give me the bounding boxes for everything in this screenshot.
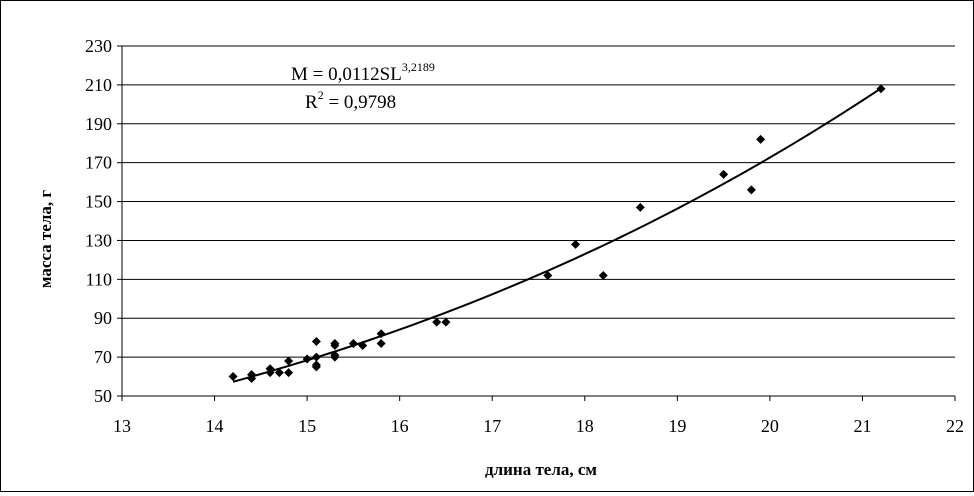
data-point [284,356,294,366]
y-tick-label: 130 [85,230,112,250]
data-point [265,364,275,374]
data-point [330,339,340,348]
axes [117,45,956,401]
y-tick-label: 190 [85,114,112,134]
data-point [348,339,358,348]
data-point [311,337,321,347]
y-tick-label: 90 [94,308,112,328]
y-tick-label: 110 [86,269,112,289]
equation-exponent: 3,2189 [402,60,435,74]
data-point [598,270,608,280]
y-tick-labels: 50 70 90 110 130 150 170 190 210 230 [85,36,112,406]
data-point [376,329,386,339]
trendline-group [232,87,882,383]
data-point [432,317,442,327]
x-tick-label: 17 [483,416,501,436]
y-tick-label: 70 [94,347,112,367]
y-tick-label: 50 [94,386,112,406]
r-squared-exponent: 2 [318,88,324,102]
data-point [441,317,451,327]
data-point [543,270,553,280]
x-tick-label: 15 [298,416,316,436]
x-tick-label: 22 [946,416,964,436]
y-axis-title: масса тела, г [36,190,55,288]
y-tick-label: 230 [85,36,112,56]
data-point [228,372,238,382]
r-squared-main: R [305,92,318,113]
data-point [311,352,321,362]
equation-label: M = 0,0112SL3,2189 [291,60,435,85]
data-point [756,134,766,144]
x-tick-labels: 13 14 15 16 17 18 19 20 21 22 [113,416,964,436]
x-tick-label: 19 [668,416,686,436]
data-point [358,340,368,350]
x-tick-label: 14 [206,416,224,436]
data-point [876,84,886,94]
equation-main: M = 0,0112SL [291,64,402,85]
data-point [719,169,729,179]
x-tick-label: 16 [391,416,409,436]
r-squared-value: = 0,9798 [324,92,396,113]
data-point [330,350,340,360]
y-tick-label: 150 [85,192,112,212]
y-tick-label: 170 [85,153,112,173]
r-squared-label: R2 = 0,9798 [305,88,396,113]
data-points [228,84,886,383]
data-point [376,339,386,348]
data-point [311,360,321,370]
x-tick-label: 20 [761,416,779,436]
data-point [746,185,756,195]
data-point [247,370,257,380]
x-axis-title: длина тела, см [485,460,597,479]
data-point [302,354,312,364]
data-point [635,202,645,212]
y-tick-label: 210 [85,75,112,95]
x-tick-label: 13 [113,416,131,436]
data-point [571,239,581,249]
x-tick-label: 18 [576,416,594,436]
gridlines [122,45,955,358]
trendline [232,87,882,383]
data-point [274,368,284,378]
data-point [284,368,294,378]
x-tick-label: 21 [853,416,871,436]
